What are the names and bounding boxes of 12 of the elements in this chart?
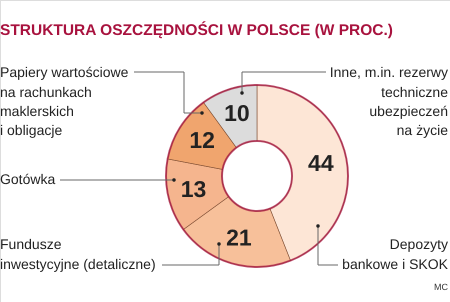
data-label: 44 (308, 150, 334, 176)
chart-title: STRUKTURA OSZCZĘDNOŚCI W POLSCE (W PROC.) (0, 21, 393, 39)
slice-label: Fundusze inwestycyjne (detaliczne) (0, 236, 156, 272)
data-label: 13 (180, 176, 206, 202)
slice-label: Papiery wartościowe na rachunkach maklerskich i obligacje (0, 64, 129, 138)
data-label: 10 (224, 100, 250, 126)
slice-label: Depozyty bankowe i SKOK (342, 236, 449, 272)
slice-label: Inne, m.in. rezerwy techniczne ubezpieczeń na życie (330, 64, 448, 138)
data-label: 12 (189, 127, 215, 154)
slice-label: Gotówka (0, 171, 56, 187)
text: MC (434, 282, 448, 292)
data-label: 21 (226, 224, 252, 250)
